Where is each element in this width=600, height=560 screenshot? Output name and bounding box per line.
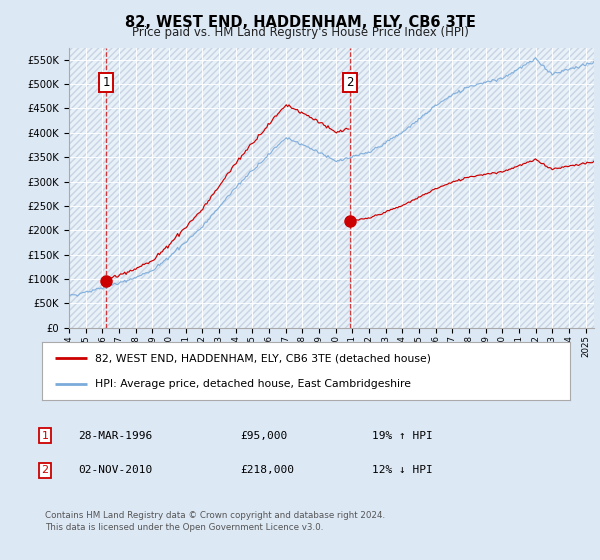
Text: 1: 1 — [103, 76, 110, 89]
Text: 28-MAR-1996: 28-MAR-1996 — [78, 431, 152, 441]
Text: £218,000: £218,000 — [240, 465, 294, 475]
Text: 1: 1 — [41, 431, 49, 441]
Text: 82, WEST END, HADDENHAM, ELY, CB6 3TE (detached house): 82, WEST END, HADDENHAM, ELY, CB6 3TE (d… — [95, 353, 431, 363]
Text: Price paid vs. HM Land Registry's House Price Index (HPI): Price paid vs. HM Land Registry's House … — [131, 26, 469, 39]
Text: 19% ↑ HPI: 19% ↑ HPI — [372, 431, 433, 441]
Text: 2: 2 — [41, 465, 49, 475]
Text: Contains HM Land Registry data © Crown copyright and database right 2024.
This d: Contains HM Land Registry data © Crown c… — [45, 511, 385, 531]
Text: 02-NOV-2010: 02-NOV-2010 — [78, 465, 152, 475]
Text: 2: 2 — [346, 76, 353, 89]
Text: 82, WEST END, HADDENHAM, ELY, CB6 3TE: 82, WEST END, HADDENHAM, ELY, CB6 3TE — [125, 15, 475, 30]
Text: 12% ↓ HPI: 12% ↓ HPI — [372, 465, 433, 475]
Text: HPI: Average price, detached house, East Cambridgeshire: HPI: Average price, detached house, East… — [95, 379, 411, 389]
Text: £95,000: £95,000 — [240, 431, 287, 441]
